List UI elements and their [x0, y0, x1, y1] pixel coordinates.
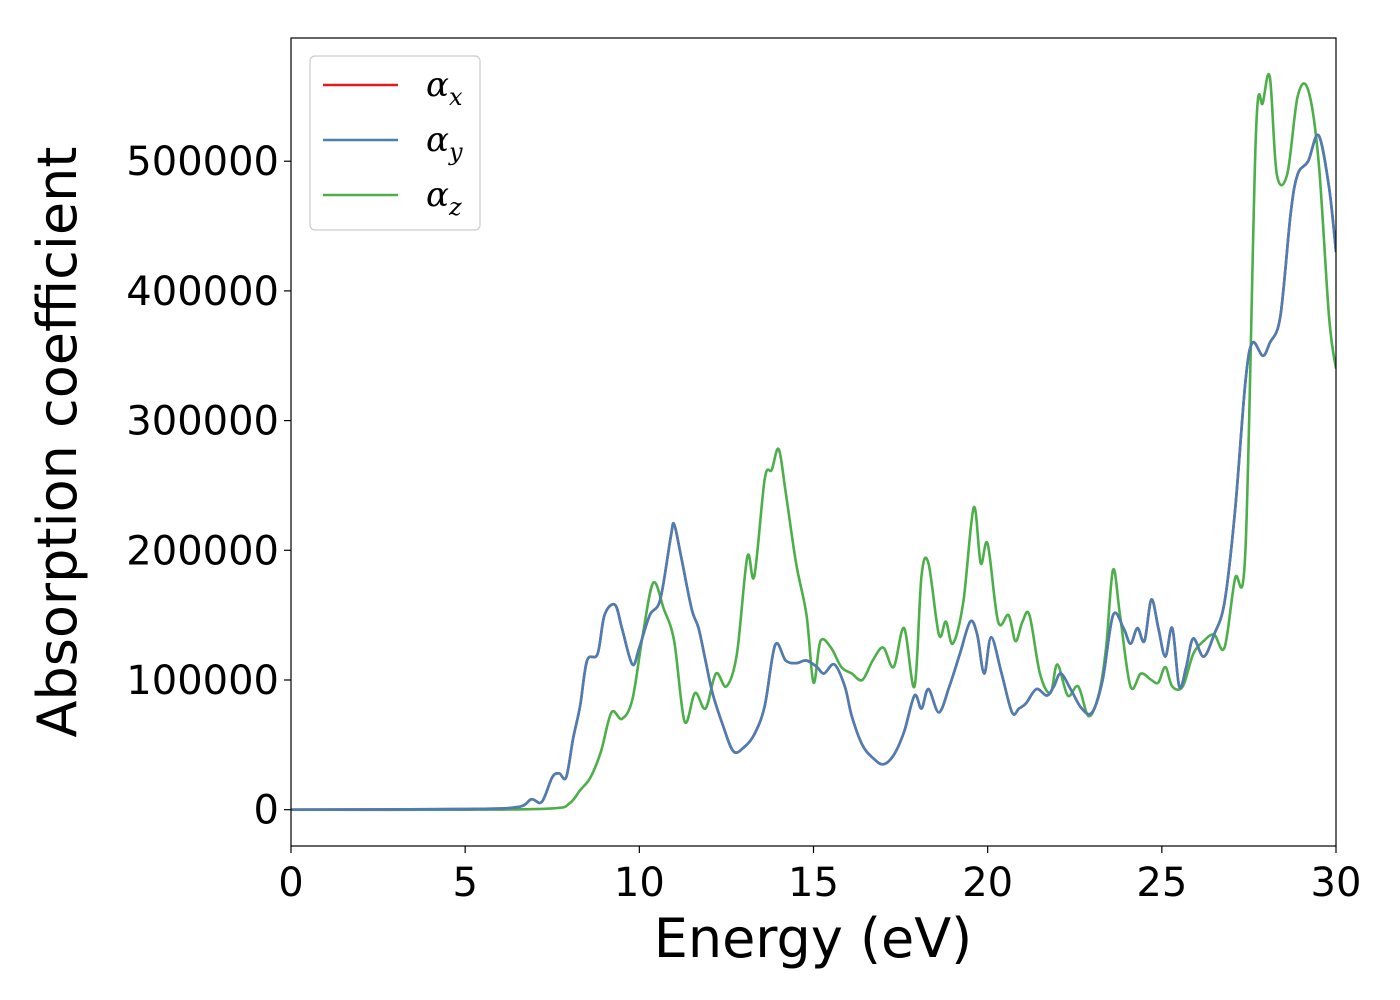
x-tick-label: 20 — [962, 860, 1013, 906]
legend-box — [309, 55, 481, 231]
x-tick-label: 30 — [1311, 860, 1362, 906]
series-line-y — [291, 133, 1336, 811]
y-tick-label: 300000 — [126, 399, 279, 445]
y-tick-label: 400000 — [126, 269, 279, 315]
series-line-z — [291, 72, 1336, 812]
y-axis: 0 100000 200000 300000 400000 500000 — [126, 139, 291, 834]
y-tick-label: 100000 — [126, 658, 279, 704]
x-tick-label: 10 — [614, 860, 665, 906]
x-tick-label: 5 — [452, 860, 477, 906]
y-tick-label: 500000 — [126, 139, 279, 185]
x-tick-label: 0 — [278, 860, 303, 906]
legend-label-x: αx — [426, 65, 463, 111]
series-line-x — [291, 133, 1336, 811]
x-tick-label: 25 — [1136, 860, 1187, 906]
y-tick-label: 200000 — [126, 528, 279, 574]
x-axis-label: Energy (eV) — [654, 907, 973, 970]
legend: αx αy αz — [309, 55, 481, 231]
x-tick-label: 15 — [788, 860, 839, 906]
x-axis: 0 5 10 15 20 25 30 — [278, 846, 1361, 906]
y-axis-label: Absorption coefficient — [26, 147, 89, 738]
legend-label-z: αz — [426, 175, 462, 221]
y-tick-label: 0 — [254, 788, 279, 834]
legend-label-y: αy — [426, 120, 463, 166]
